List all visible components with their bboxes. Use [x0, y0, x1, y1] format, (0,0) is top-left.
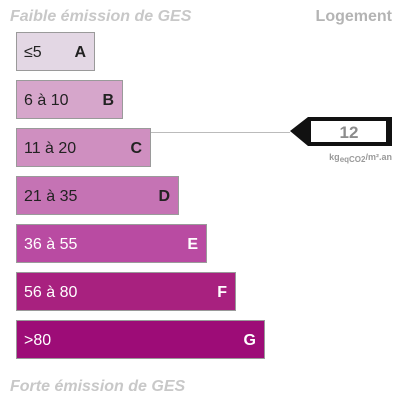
class-letter: E — [187, 236, 198, 253]
class-bar — [16, 80, 123, 119]
class-letter: B — [102, 92, 114, 109]
unit-main: kg — [329, 152, 340, 162]
unit-sub: eqCO2 — [340, 155, 366, 164]
class-bar — [16, 32, 95, 71]
class-range: >80 — [24, 332, 51, 349]
indicator-box — [311, 121, 386, 142]
class-range: 6 à 10 — [24, 92, 69, 109]
class-range: 21 à 35 — [24, 188, 77, 205]
class-range: 56 à 80 — [24, 284, 77, 301]
class-letter: D — [158, 188, 170, 205]
class-bar — [16, 128, 151, 167]
header-title: Faible émission de GES — [10, 8, 192, 25]
class-range: 36 à 55 — [24, 236, 77, 253]
class-letter: F — [217, 284, 227, 301]
housing-type: Logement — [316, 8, 393, 25]
unit-rest: /m².an — [365, 152, 392, 162]
class-range: ≤5 — [24, 44, 42, 61]
class-letter: C — [130, 140, 142, 157]
class-bar — [16, 320, 265, 359]
class-range: 11 à 20 — [24, 140, 76, 157]
indicator-value: 12 — [340, 123, 359, 142]
indicator-unit: kgeqCO2/m².an — [329, 152, 392, 164]
class-bar — [16, 176, 179, 215]
class-bar — [16, 272, 236, 311]
footer-title: Forte émission de GES — [10, 378, 185, 395]
class-bar — [16, 224, 207, 263]
class-letter: G — [244, 332, 256, 349]
class-letter: A — [74, 44, 86, 61]
